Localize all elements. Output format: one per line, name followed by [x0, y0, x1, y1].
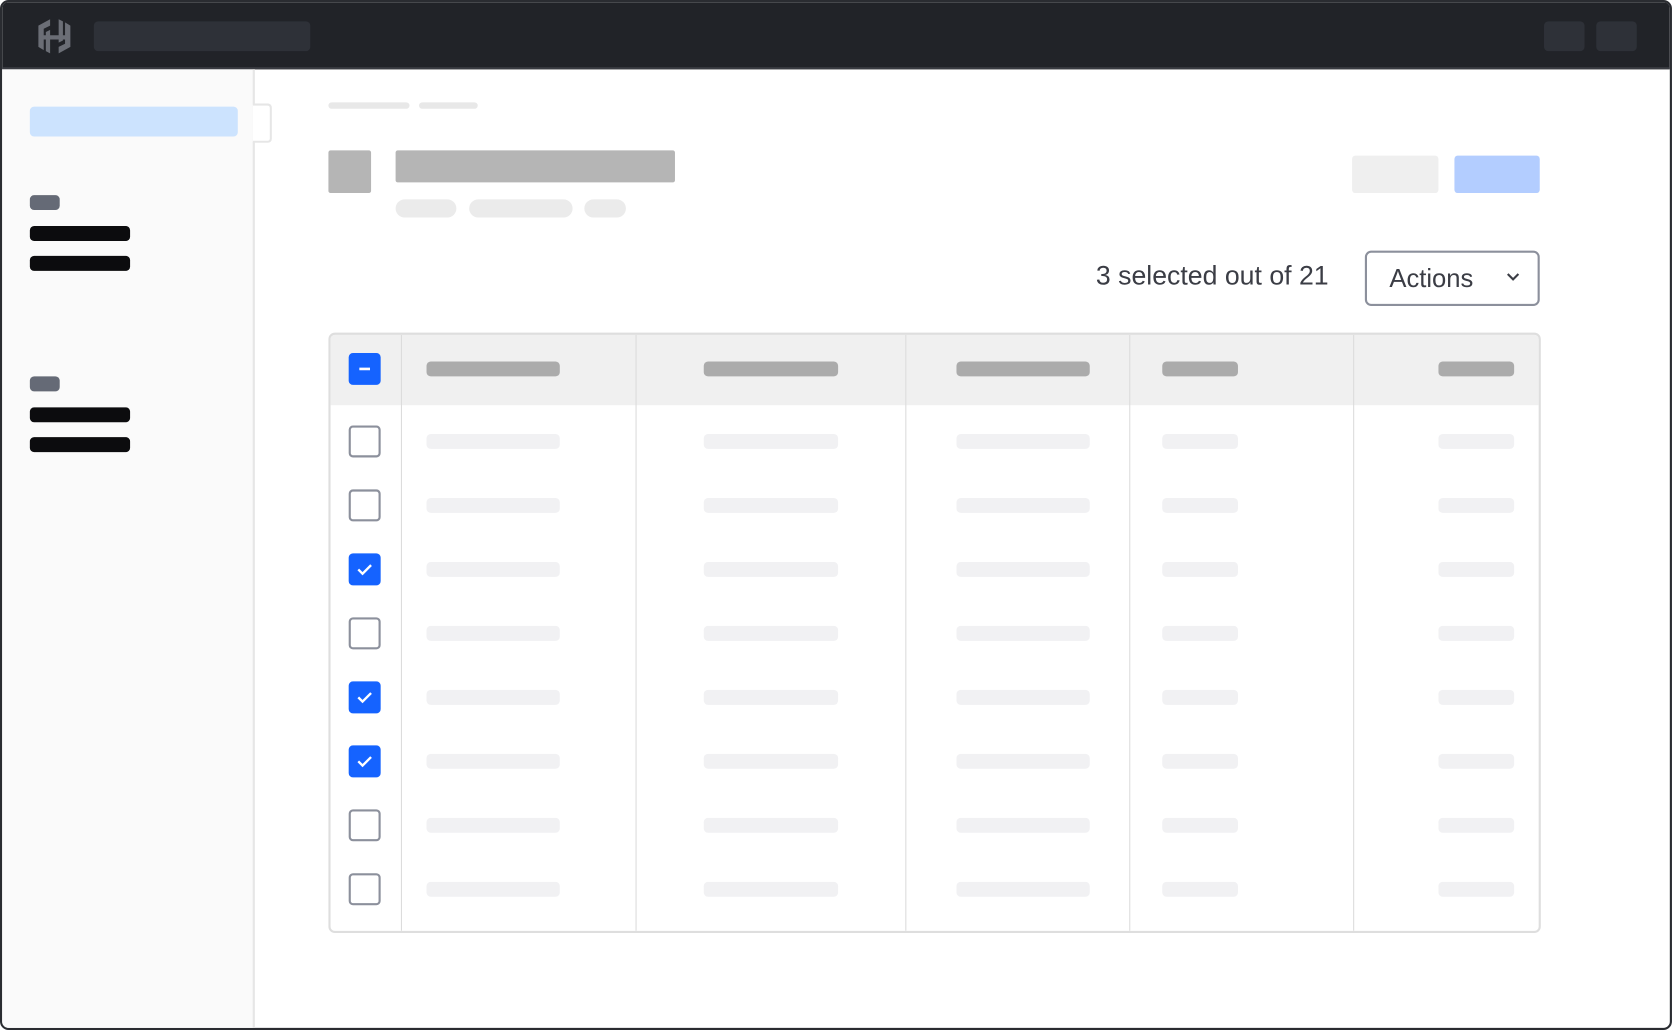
table-cell	[956, 689, 1090, 705]
column-divider	[905, 334, 907, 931]
table-cell	[1162, 689, 1238, 705]
table-cell	[1438, 881, 1515, 897]
column-divider	[400, 334, 402, 931]
table-cell	[1438, 561, 1515, 577]
secondary-button[interactable]	[1352, 155, 1439, 194]
row-checkbox[interactable]	[348, 553, 381, 586]
sidebar-item[interactable]	[29, 255, 131, 271]
table-cell	[1438, 753, 1515, 769]
table-cell	[426, 817, 560, 833]
table-cell	[426, 753, 560, 769]
selection-status: 3 selected out of 21	[1095, 261, 1329, 292]
page-title	[395, 150, 675, 183]
table-cell	[956, 561, 1090, 577]
table-cell	[703, 625, 839, 641]
select-all-checkbox[interactable]	[348, 352, 381, 385]
column-divider	[1353, 334, 1355, 931]
table-cell	[1438, 497, 1515, 513]
hashicorp-logo-icon[interactable]	[36, 17, 72, 55]
table-cell	[1438, 689, 1515, 705]
table-cell	[703, 561, 839, 577]
column-header-5[interactable]	[1438, 361, 1515, 377]
page-badge	[584, 199, 626, 218]
table-cell	[703, 433, 839, 449]
table-cell	[1162, 561, 1238, 577]
table-cell	[956, 433, 1090, 449]
actions-label: Actions	[1389, 264, 1474, 294]
header-button[interactable]	[1544, 21, 1585, 52]
page-badge	[395, 199, 457, 218]
table-cell	[956, 881, 1090, 897]
sidebar-item-active[interactable]	[29, 106, 238, 137]
sidebar-section-label	[29, 376, 60, 392]
table-cell	[426, 433, 560, 449]
breadcrumb-item[interactable]	[328, 102, 410, 109]
row-checkbox[interactable]	[348, 745, 381, 778]
table-cell	[1162, 433, 1238, 449]
table-cell	[703, 689, 839, 705]
column-divider	[1129, 334, 1131, 931]
sidebar-section-label	[29, 195, 60, 211]
search-placeholder[interactable]	[93, 21, 311, 52]
chevron-down-icon	[1506, 273, 1520, 281]
table-cell	[703, 497, 839, 513]
table-cell	[426, 625, 560, 641]
row-checkbox[interactable]	[348, 425, 381, 458]
check-icon	[357, 756, 372, 768]
sidebar-collapse-handle[interactable]	[252, 103, 272, 143]
table-cell	[1438, 625, 1515, 641]
table-cell	[703, 753, 839, 769]
data-table	[328, 332, 1541, 934]
table-cell	[426, 689, 560, 705]
table-cell	[703, 817, 839, 833]
table-cell	[956, 625, 1090, 641]
row-checkbox[interactable]	[348, 681, 381, 714]
table-cell	[1162, 753, 1238, 769]
column-header-2[interactable]	[703, 361, 839, 377]
table-cell	[1438, 817, 1515, 833]
table-cell	[426, 497, 560, 513]
table-cell	[1162, 625, 1238, 641]
table-cell	[956, 753, 1090, 769]
table-cell	[956, 497, 1090, 513]
table-cell	[426, 561, 560, 577]
sidebar-item[interactable]	[29, 407, 131, 423]
column-header-1[interactable]	[426, 361, 560, 377]
page-icon	[328, 150, 372, 194]
row-checkbox[interactable]	[348, 617, 381, 650]
table-cell	[426, 881, 560, 897]
primary-button[interactable]	[1454, 155, 1540, 194]
top-bar	[2, 2, 1670, 70]
column-header-3[interactable]	[956, 361, 1090, 377]
table-cell	[956, 817, 1090, 833]
row-checkbox[interactable]	[348, 809, 381, 842]
header-button[interactable]	[1596, 21, 1637, 52]
table-cell	[1162, 881, 1238, 897]
sidebar-item[interactable]	[29, 226, 131, 241]
check-icon	[357, 564, 372, 576]
table-cell	[1438, 433, 1515, 449]
row-checkbox[interactable]	[348, 873, 381, 906]
page-badge	[469, 199, 573, 218]
table-cell	[1162, 817, 1238, 833]
column-header-4[interactable]	[1162, 361, 1238, 377]
sidebar-item[interactable]	[29, 437, 131, 453]
actions-dropdown[interactable]: Actions	[1364, 250, 1540, 307]
breadcrumb-item[interactable]	[419, 102, 478, 109]
table-cell	[703, 881, 839, 897]
minus-icon	[359, 367, 371, 371]
sidebar	[2, 69, 255, 1028]
row-checkbox[interactable]	[348, 489, 381, 522]
check-icon	[357, 692, 372, 704]
table-cell	[1162, 497, 1238, 513]
column-divider	[635, 334, 637, 931]
